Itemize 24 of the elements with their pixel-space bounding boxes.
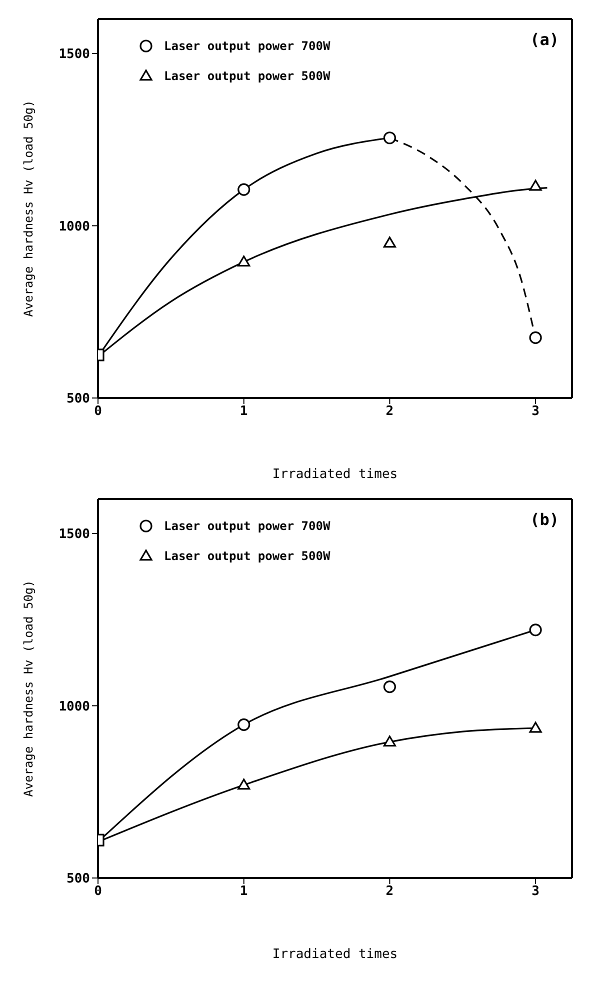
x-tick-label: 0 — [94, 404, 102, 420]
text: (a) — [530, 30, 559, 49]
x-tick-label: 3 — [532, 884, 540, 900]
legend-label: Laser output power 500W — [164, 549, 330, 563]
x-tick-label: 3 — [532, 404, 540, 420]
y-tick-label: 1000 — [58, 699, 90, 714]
legend-label: Laser output power 700W — [164, 519, 330, 533]
y-tick-label: 500 — [66, 872, 90, 887]
y-axis-title: Average hardness Hv (load 50g) — [21, 580, 36, 797]
y-axis-title: Average hardness Hv (load 50g) — [21, 100, 36, 317]
x-tick-label: 2 — [386, 884, 394, 900]
x-tick-label: 0 — [94, 884, 102, 900]
y-tick-label: 1500 — [58, 47, 90, 62]
x-tick-label: 1 — [240, 884, 248, 900]
legend-label: Laser output power 500W — [164, 69, 330, 83]
x-axis-title: Irradiated times — [272, 467, 398, 482]
x-axis-title: Irradiated times — [272, 947, 398, 962]
x-tick-label: 2 — [386, 404, 394, 420]
x-tick-label: 1 — [240, 404, 248, 420]
y-tick-label: 1500 — [58, 527, 90, 542]
y-tick-label: 1000 — [58, 219, 90, 234]
y-tick-label: 500 — [66, 392, 90, 407]
text: (b) — [530, 510, 559, 529]
legend-label: Laser output power 700W — [164, 39, 330, 53]
